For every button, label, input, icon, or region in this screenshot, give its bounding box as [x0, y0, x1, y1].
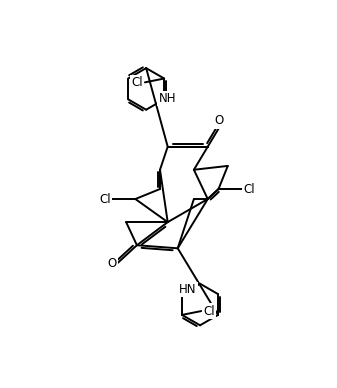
Text: HN: HN [179, 283, 196, 296]
Text: Cl: Cl [99, 192, 111, 206]
Text: O: O [108, 257, 117, 270]
Text: Cl: Cl [243, 182, 255, 196]
Text: O: O [215, 114, 224, 127]
Text: Cl: Cl [204, 305, 215, 317]
Text: Cl: Cl [131, 76, 143, 89]
Text: NH: NH [158, 92, 176, 105]
